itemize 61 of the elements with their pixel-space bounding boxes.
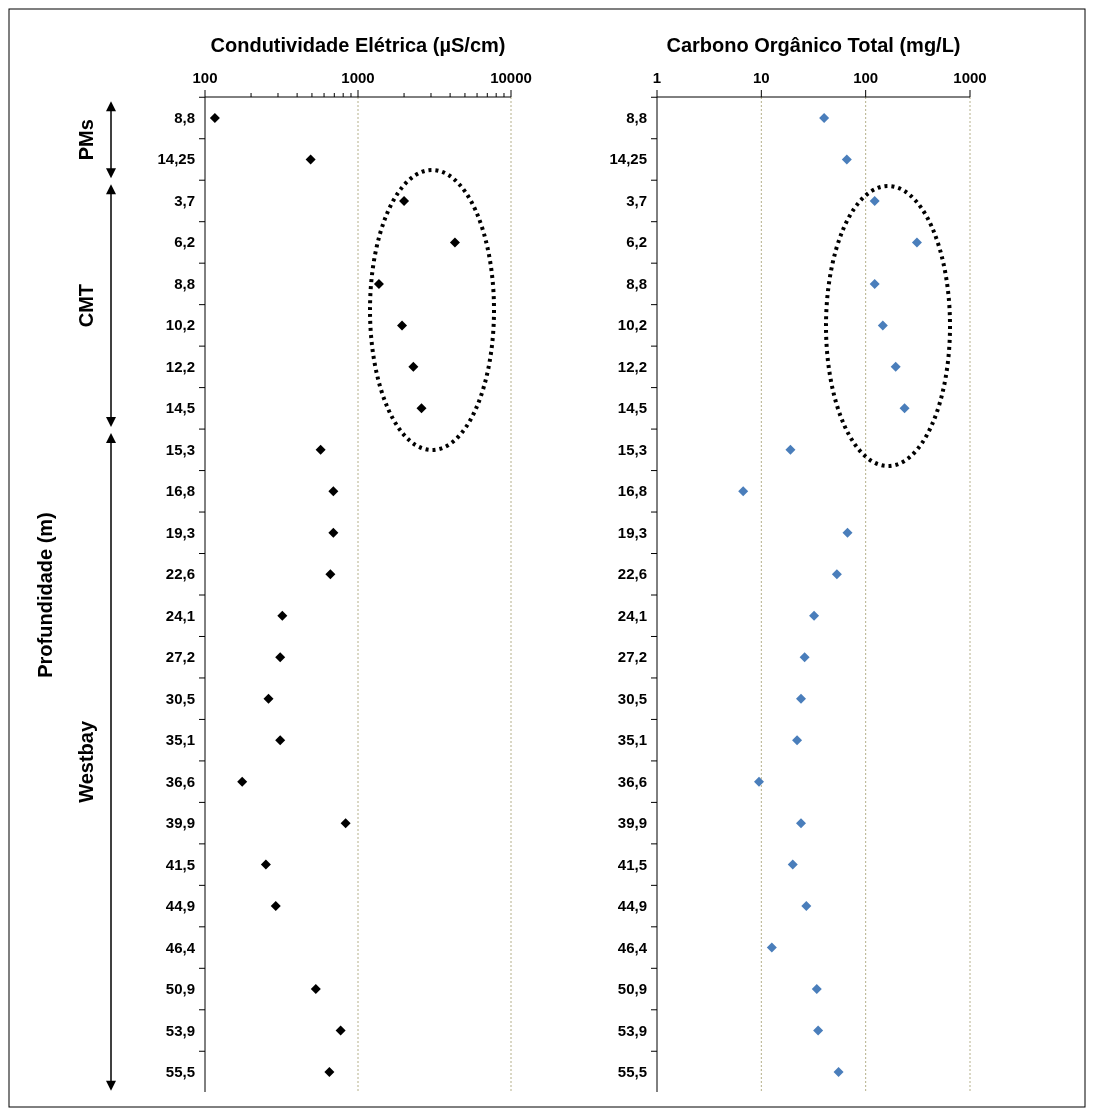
y-tick-label: 44,9 xyxy=(617,897,647,915)
y-tick-label: 22,6 xyxy=(617,565,647,583)
y-tick-label: 6,2 xyxy=(626,233,647,251)
y-axis-title: Profundidade (m) xyxy=(34,512,56,678)
y-tick-label: 14,25 xyxy=(609,150,647,168)
y-tick-label: 19,3 xyxy=(165,523,195,541)
x-tick-label: 1000 xyxy=(953,69,987,86)
y-tick-label: 3,7 xyxy=(626,191,647,209)
y-tick-label: 50,9 xyxy=(617,980,647,998)
y-tick-label: 8,8 xyxy=(174,109,195,126)
x-tick-label: 10000 xyxy=(490,69,532,86)
y-tick-label: 53,9 xyxy=(617,1021,647,1039)
x-tick-label: 1 xyxy=(652,69,662,86)
y-tick-label: 19,3 xyxy=(617,523,647,541)
y-tick-label: 6,2 xyxy=(174,233,195,251)
x-tick-label: 10 xyxy=(752,69,770,86)
y-tick-label: 44,9 xyxy=(165,897,195,915)
y-tick-label: 53,9 xyxy=(165,1021,195,1039)
y-tick-label: 8,8 xyxy=(626,274,647,292)
y-tick-label: 15,3 xyxy=(617,440,647,458)
y-tick-label: 55,5 xyxy=(165,1063,195,1080)
chart-title: Condutividade Elétrica (µS/cm) xyxy=(210,34,506,56)
y-tick-label: 10,2 xyxy=(165,316,195,334)
chart-title: Carbono Orgânico Total (mg/L) xyxy=(666,34,961,56)
y-tick-label: 41,5 xyxy=(165,855,195,873)
y-tick-label: 36,6 xyxy=(165,772,195,790)
y-tick-label: 12,2 xyxy=(165,357,195,375)
y-tick-label: 39,9 xyxy=(617,814,647,832)
y-tick-label: 24,1 xyxy=(165,606,195,624)
y-tick-label: 22,6 xyxy=(165,565,195,583)
y-tick-label: 36,6 xyxy=(617,772,647,790)
y-tick-label: 14,25 xyxy=(157,150,195,168)
y-tick-label: 35,1 xyxy=(165,731,195,749)
y-tick-label: 39,9 xyxy=(165,814,195,832)
y-tick-label: 3,7 xyxy=(174,191,195,209)
y-tick-label: 35,1 xyxy=(617,731,647,749)
y-tick-label: 27,2 xyxy=(165,648,195,666)
x-tick-label: 100 xyxy=(192,69,218,86)
y-tick-label: 14,5 xyxy=(617,399,647,417)
y-tick-label: 30,5 xyxy=(617,689,647,707)
text: PMs xyxy=(75,119,97,161)
y-tick-label: 16,8 xyxy=(617,482,647,500)
text: CMT xyxy=(75,283,97,328)
y-tick-label: 46,4 xyxy=(165,938,196,956)
text: Westbay xyxy=(75,720,97,803)
y-tick-label: 41,5 xyxy=(617,855,647,873)
x-tick-label: 100 xyxy=(853,69,879,86)
y-tick-label: 24,1 xyxy=(617,606,647,624)
y-tick-label: 46,4 xyxy=(617,938,648,956)
y-tick-label: 30,5 xyxy=(165,689,195,707)
y-tick-label: 55,5 xyxy=(617,1063,647,1080)
y-tick-label: 27,2 xyxy=(617,648,647,666)
y-tick-label: 12,2 xyxy=(617,357,647,375)
y-tick-label: 15,3 xyxy=(165,440,195,458)
y-tick-label: 8,8 xyxy=(626,109,647,126)
y-tick-label: 10,2 xyxy=(617,316,647,334)
y-tick-label: 14,5 xyxy=(165,399,195,417)
y-tick-label: 8,8 xyxy=(174,274,195,292)
x-tick-label: 1000 xyxy=(341,69,375,86)
y-tick-label: 50,9 xyxy=(165,980,195,998)
y-tick-label: 16,8 xyxy=(165,482,195,500)
